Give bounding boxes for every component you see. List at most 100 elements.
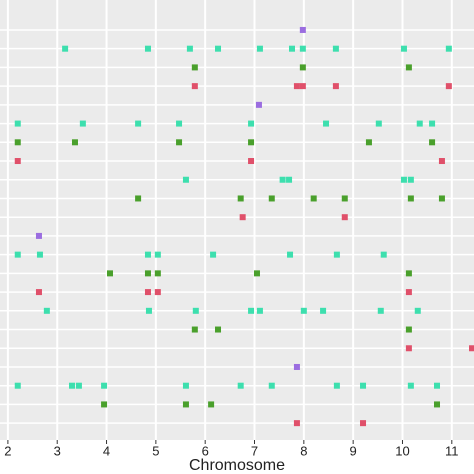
point	[268, 195, 275, 202]
point	[69, 382, 76, 389]
x-tick-label: 3	[54, 443, 61, 458]
x-tick-label: 6	[202, 443, 209, 458]
point	[377, 307, 384, 314]
point	[248, 139, 255, 146]
point	[248, 158, 255, 165]
point	[299, 64, 306, 71]
point	[414, 307, 421, 314]
point	[332, 83, 339, 90]
point	[400, 45, 407, 52]
point	[445, 45, 452, 52]
point	[445, 83, 452, 90]
x-tick-label: 9	[350, 443, 357, 458]
point	[144, 289, 151, 296]
point	[182, 176, 189, 183]
point	[429, 139, 436, 146]
point	[341, 195, 348, 202]
point	[154, 270, 161, 277]
point	[310, 195, 317, 202]
point	[255, 101, 262, 108]
point	[405, 64, 412, 71]
point	[300, 307, 307, 314]
point	[268, 382, 275, 389]
point	[101, 382, 108, 389]
point	[135, 120, 142, 127]
point	[14, 251, 21, 258]
point	[360, 382, 367, 389]
point	[253, 270, 260, 277]
point	[407, 195, 414, 202]
x-tick-label: 2	[4, 443, 11, 458]
x-tick-label: 11	[445, 443, 459, 458]
point	[323, 120, 330, 127]
point	[288, 45, 295, 52]
point	[293, 363, 300, 370]
point	[299, 45, 306, 52]
point	[299, 83, 306, 90]
x-tick-label: 7	[251, 443, 258, 458]
point	[438, 195, 445, 202]
point	[182, 382, 189, 389]
point	[62, 45, 69, 52]
point	[341, 214, 348, 221]
point	[405, 289, 412, 296]
x-tick-label: 4	[103, 443, 110, 458]
point	[14, 382, 21, 389]
point	[210, 251, 217, 258]
point	[14, 120, 21, 127]
point	[407, 176, 414, 183]
point	[248, 307, 255, 314]
point	[79, 120, 86, 127]
point	[407, 382, 414, 389]
point	[182, 401, 189, 408]
point	[237, 195, 244, 202]
point	[434, 382, 441, 389]
point	[176, 120, 183, 127]
point	[35, 289, 42, 296]
point	[429, 120, 436, 127]
point	[239, 214, 246, 221]
point	[176, 139, 183, 146]
point	[191, 83, 198, 90]
point	[144, 251, 151, 258]
point	[215, 45, 222, 52]
point	[14, 158, 21, 165]
point	[375, 120, 382, 127]
point	[405, 345, 412, 352]
point	[71, 139, 78, 146]
point	[320, 307, 327, 314]
point	[208, 401, 215, 408]
point	[365, 139, 372, 146]
point	[186, 45, 193, 52]
point	[405, 326, 412, 333]
point	[237, 382, 244, 389]
point	[144, 45, 151, 52]
point	[43, 307, 50, 314]
point	[256, 45, 263, 52]
point	[145, 307, 152, 314]
point	[191, 326, 198, 333]
point	[293, 420, 300, 427]
point	[400, 176, 407, 183]
point	[293, 83, 300, 90]
point	[434, 401, 441, 408]
point	[14, 139, 21, 146]
point	[333, 251, 340, 258]
point	[438, 158, 445, 165]
point	[360, 420, 367, 427]
point	[256, 307, 263, 314]
point	[144, 270, 151, 277]
point	[154, 251, 161, 258]
x-tick-label: 8	[300, 443, 307, 458]
point	[75, 382, 82, 389]
x-tick-label: 5	[152, 443, 159, 458]
x-tick-label: 10	[395, 443, 409, 458]
x-axis-label: Chromosome	[189, 457, 285, 474]
point	[332, 45, 339, 52]
point	[35, 232, 42, 239]
point	[192, 307, 199, 314]
point	[101, 401, 108, 408]
point	[299, 26, 306, 33]
point	[333, 382, 340, 389]
